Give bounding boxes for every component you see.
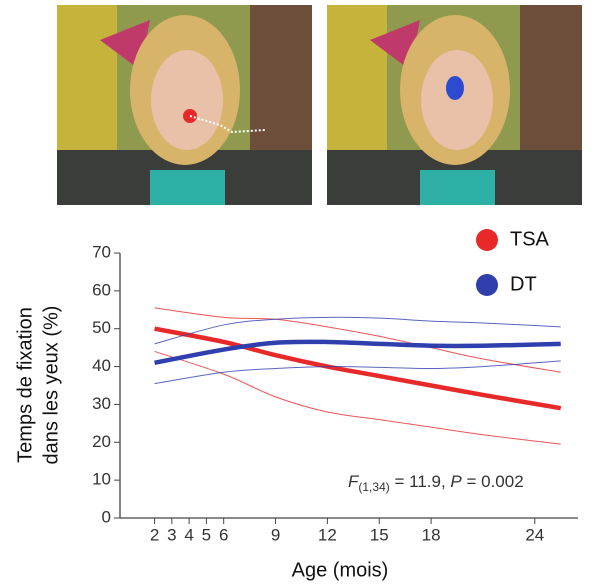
confidence-line xyxy=(154,350,561,445)
confidence-line xyxy=(154,360,561,385)
legend-label: DT xyxy=(510,273,537,295)
plot: 0 10 20 30 40 50 60 70 2 3 4 5 6 9 12 15 18 24 Age (mois) T… xyxy=(14,228,578,581)
y-tick-label: 10 xyxy=(92,470,111,489)
legend-label: TSA xyxy=(510,228,550,250)
x-tick-label: 18 xyxy=(422,525,441,544)
x-axis-title: Age (mois) xyxy=(292,559,389,581)
y-axis-title: dans les yeux (%) xyxy=(40,306,62,465)
annotation: F(1,34) = 11.9, P = 0.002 xyxy=(348,472,524,494)
photo-left xyxy=(57,5,312,205)
legend-marker xyxy=(476,229,498,251)
x-tick-label: 9 xyxy=(271,525,280,544)
x-tick-label: 6 xyxy=(219,525,228,544)
y-tick-label: 50 xyxy=(92,318,111,337)
annotation-part: P xyxy=(450,472,462,491)
x-tick-label: 4 xyxy=(184,525,193,544)
annotation-part: F xyxy=(348,472,360,491)
legend-marker xyxy=(476,274,498,296)
y-tick-label: 20 xyxy=(92,432,111,451)
x-tick-label: 24 xyxy=(525,525,544,544)
gaze-cluster xyxy=(446,76,464,100)
x-tick-label: 2 xyxy=(150,525,159,544)
series-line xyxy=(154,326,562,411)
photo-right xyxy=(327,5,582,205)
y-tick-label: 40 xyxy=(92,356,111,375)
annotation-part: (1,34) xyxy=(358,480,389,494)
x-tick-label: 12 xyxy=(318,525,337,544)
confidence-line xyxy=(154,307,561,373)
y-tick-label: 0 xyxy=(102,507,111,526)
x-tick-label: 5 xyxy=(202,525,211,544)
annotation-part: = 11.9, xyxy=(390,472,451,491)
y-tick-label: 30 xyxy=(92,394,111,413)
x-tick-label: 15 xyxy=(370,525,389,544)
x-tick-label: 3 xyxy=(167,525,176,544)
annotation-part: = 0.002 xyxy=(462,472,524,491)
y-tick-label: 70 xyxy=(92,242,111,261)
series-line xyxy=(154,339,561,365)
confidence-line xyxy=(154,316,561,345)
y-axis-title: Temps de fixation xyxy=(14,307,36,463)
y-tick-label: 60 xyxy=(92,280,111,299)
